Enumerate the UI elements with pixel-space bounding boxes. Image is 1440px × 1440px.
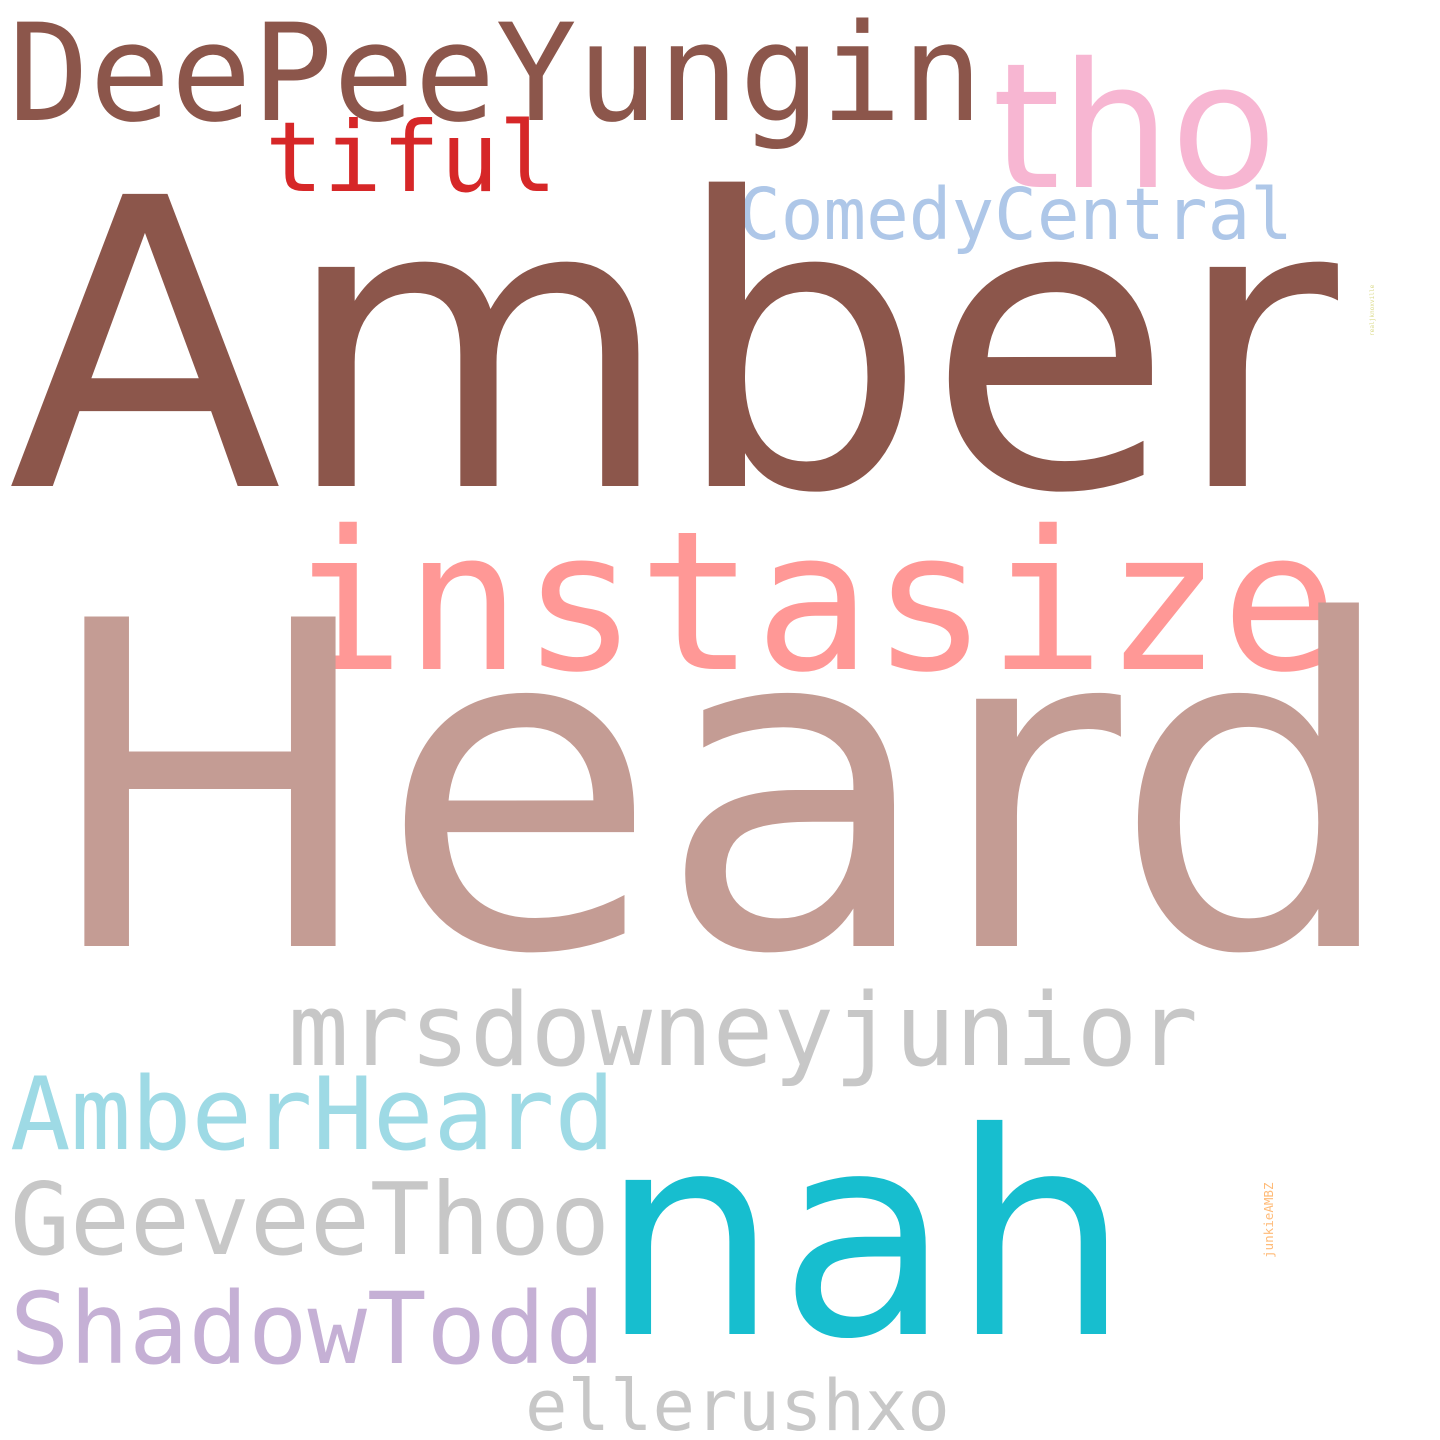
word-instasize: instasize [288,489,1338,716]
word-geeveethoo: GeeveeThoo [10,1161,610,1279]
word-comedycentral: ComedyCentral [738,172,1293,256]
word-mrsdowneyjunior: mrsdowneyjunior [288,970,1198,1089]
word-tho: tho [992,25,1277,229]
word-deepeeyungin: DeePeeYungin [8,0,983,152]
word-ellerushxo: ellerushxo [525,1363,950,1440]
word-tiful: tiful [265,100,557,214]
word-amberheard: AmberHeard [10,1055,615,1173]
word-shadowtodd: ShadowTodd [10,1271,605,1387]
word-nah: nah [600,1072,1130,1401]
word-junkieambz: junkieAMBZ [1260,1182,1276,1258]
word-heard: Heard [40,526,1400,1053]
word-amber: Amber [8,114,1338,581]
word-realjknoxville: realjknoxville [1369,284,1376,337]
